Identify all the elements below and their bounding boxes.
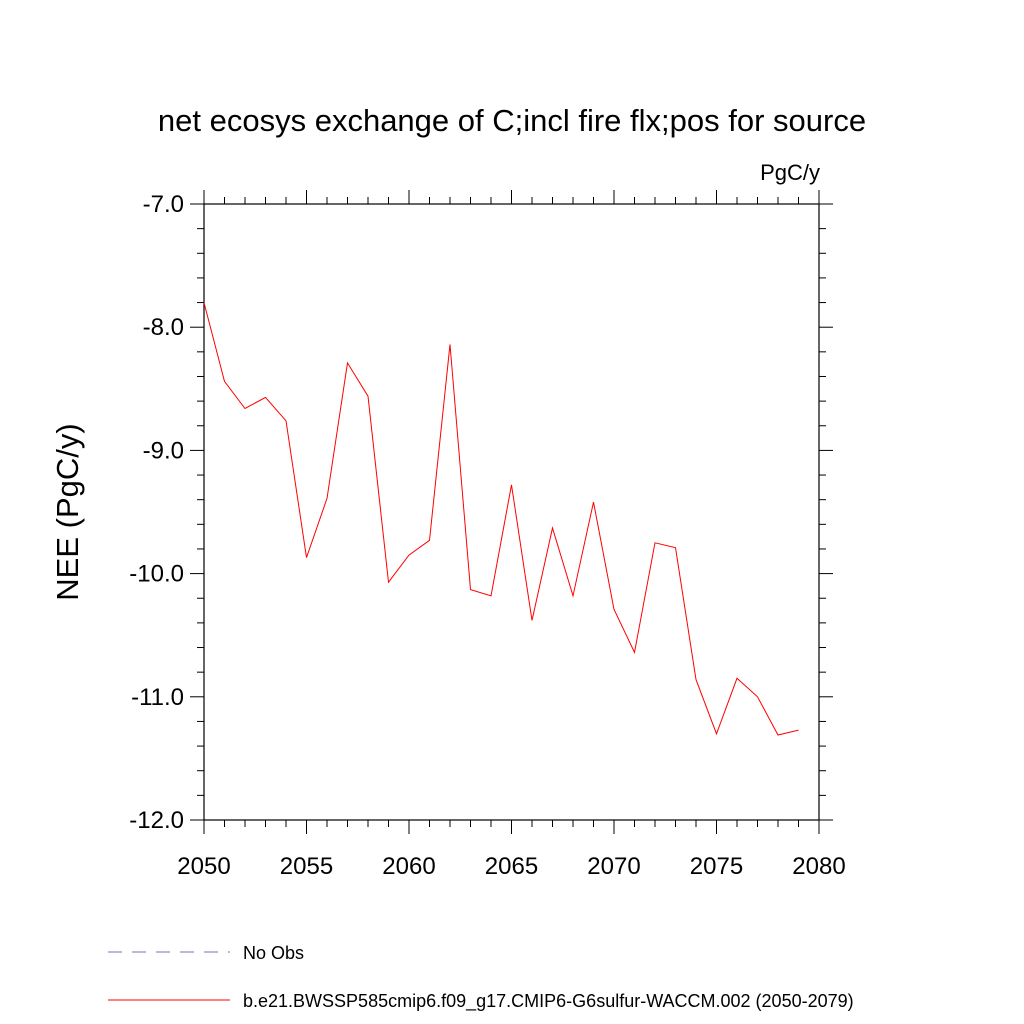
units-label: PgC/y [760, 160, 820, 185]
chart-title: net ecosys exchange of C;incl fire flx;p… [158, 103, 866, 138]
x-tick-label: 2075 [690, 853, 743, 880]
legend-label: No Obs [243, 943, 304, 963]
y-tick-label: -12.0 [129, 807, 184, 834]
x-tick-label: 2055 [280, 853, 333, 880]
plot-axes: -7.0 -8.0 -9.0 -10.0 -11.0 -12.0 2050 2055 2060 2… [129, 190, 846, 880]
y-tick-label: -10.0 [129, 561, 184, 588]
plot-frame [203, 203, 820, 821]
x-tick-label: 2070 [587, 853, 640, 880]
x-tick-label: 2065 [485, 853, 538, 880]
y-tick-label: -7.0 [143, 191, 184, 218]
x-tick-label: 2060 [382, 853, 435, 880]
x-tick-label: 2080 [792, 853, 845, 880]
legend: No Obs b.e21.BWSSP585cmip6.f09_g17.CMIP6-… [108, 943, 854, 1012]
y-tick-label: -8.0 [143, 314, 184, 341]
y-tick-label: -11.0 [131, 684, 184, 711]
legend-label: b.e21.BWSSP585cmip6.f09_g17.CMIP6-G6sulf… [243, 991, 854, 1012]
series-line [203, 302, 799, 736]
y-tick-label: -9.0 [143, 437, 184, 464]
x-tick-label: 2050 [177, 853, 230, 880]
y-axis-label: NEE (PgC/y) [50, 423, 85, 600]
plot-series [203, 302, 799, 736]
